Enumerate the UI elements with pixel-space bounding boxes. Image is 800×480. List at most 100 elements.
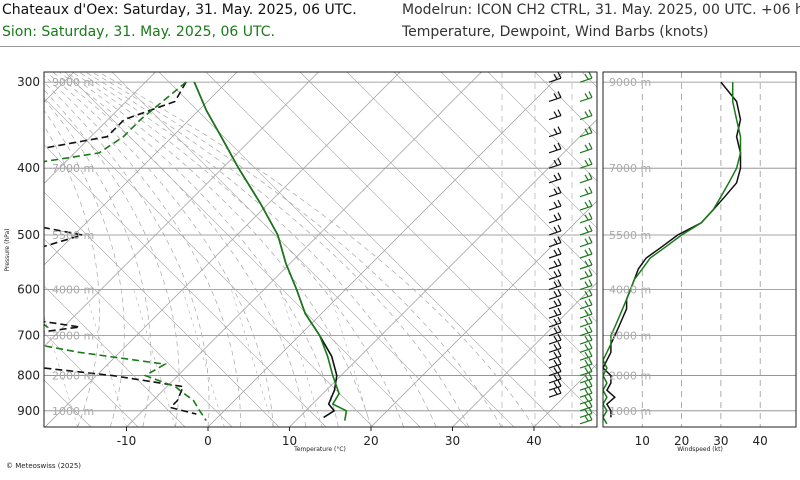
wind-barb-shaft <box>579 218 593 224</box>
wind-barb-shaft <box>548 115 562 121</box>
wind-barb-flag <box>584 260 589 267</box>
wind-barb <box>579 349 593 361</box>
wind-barb-flag <box>588 236 593 243</box>
wind-barb-shaft <box>579 163 593 169</box>
wind-barb <box>579 172 593 184</box>
moist-adiabat-curve <box>65 72 372 427</box>
wind-barb-flag <box>553 128 558 134</box>
wind-barb-flag <box>557 126 562 133</box>
wind-barb-shaft <box>548 331 562 337</box>
wind-barb-flag <box>557 199 562 207</box>
wind-barb-flag <box>557 386 562 394</box>
height-label: 4000 m <box>52 284 94 297</box>
wind-barb-shaft <box>579 132 593 138</box>
skewt-x-axis-title: Temperature (°C) <box>293 446 346 453</box>
wind-barb-shaft <box>548 339 562 345</box>
wind-barb-shaft <box>548 355 562 361</box>
wind-barb <box>579 269 593 280</box>
station-title: Chateaux d'Oex: Saturday, 31. May. 2025,… <box>2 2 357 18</box>
wind-barb-flag <box>557 142 562 150</box>
dewpoint-profile-series1 <box>44 81 197 415</box>
wind-barb-flag <box>584 238 589 245</box>
wind-barb <box>579 224 593 236</box>
wind-barb-flag <box>553 359 558 366</box>
wind-barb-flag <box>557 379 562 387</box>
dry-adiabat-line <box>111 72 468 427</box>
pressure-tick-label: 500 <box>17 228 40 242</box>
wind-barb-shaft <box>579 115 593 121</box>
isotherm-line <box>126 72 482 427</box>
wind-barb-flag <box>584 128 589 134</box>
wind-barb <box>579 333 593 345</box>
wind-barb-shaft <box>579 77 593 83</box>
wind-height-label: 9000 m <box>609 76 651 89</box>
moist-adiabat-curve <box>72 72 404 427</box>
wind-barb-flag <box>584 381 589 388</box>
wind-barb-flag <box>588 109 593 116</box>
wind-barb-flag <box>557 349 562 357</box>
wind-barb <box>579 236 593 248</box>
wind-barb-flag <box>553 111 558 117</box>
wind-barb-flag <box>584 226 589 233</box>
wind-barb <box>579 91 593 103</box>
wind-barb-flag <box>584 144 589 151</box>
wind-barb-shaft <box>548 284 562 291</box>
pressure-tick-label: 400 <box>17 161 40 175</box>
wind-barb-flag <box>588 341 593 349</box>
wind-barb-shaft <box>548 253 562 259</box>
wind-barb-flag <box>584 281 589 287</box>
wind-barb-shaft <box>548 192 562 198</box>
pressure-tick-label: 800 <box>17 369 40 383</box>
wind-barb-shaft <box>579 313 593 319</box>
wind-barb-flag <box>588 269 593 276</box>
wind-barb-flag <box>588 157 593 165</box>
dry-adiabat-line <box>44 332 139 427</box>
dry-adiabat-line <box>205 72 562 427</box>
wind-barb <box>579 386 593 398</box>
wind-barb-flag <box>584 188 589 195</box>
wind-height-label: 2000 m <box>609 370 651 383</box>
wind-barb-flag <box>584 351 589 358</box>
windspeed-tick-label: 30 <box>713 434 728 448</box>
wind-barb-flag <box>557 258 562 266</box>
wind-barb <box>579 307 593 319</box>
wind-barb-flag <box>553 300 558 307</box>
wind-barb-shaft <box>579 339 593 345</box>
moist-adiabat-curve <box>78 72 437 427</box>
wind-barb-shaft <box>579 322 593 328</box>
wind-barb-shaft <box>548 363 562 369</box>
dry-adiabat-line <box>393 72 597 276</box>
wind-barb-flag <box>588 91 593 98</box>
wind-barb-shaft <box>579 304 593 310</box>
windspeed-tick-label: 20 <box>674 434 689 448</box>
wind-barb-shaft <box>579 419 593 425</box>
dry-adiabat-line <box>487 72 597 182</box>
wind-barb-shaft <box>548 371 562 377</box>
wind-barb-flag <box>588 298 593 306</box>
wind-barb-flag <box>584 359 589 366</box>
wind-barb-flag <box>584 111 589 117</box>
wind-barb-flag <box>584 271 589 277</box>
dry-adiabat-line <box>440 72 597 229</box>
wind-barb-shaft <box>548 264 562 270</box>
wind-barb <box>548 109 562 121</box>
wind-barb-flag <box>557 357 562 365</box>
wind-barb-flag <box>553 374 558 381</box>
wind-barb-flag <box>557 372 562 380</box>
wind-barb-shaft <box>548 385 562 391</box>
wind-barb-shaft <box>579 242 593 248</box>
wind-barb-shaft <box>548 132 562 138</box>
wind-barb-flag <box>557 365 562 372</box>
wind-barb-flag <box>557 279 562 286</box>
wind-barb-flag <box>557 316 562 324</box>
moist-adiabat-curve <box>44 125 100 427</box>
wind-barb-flag <box>553 367 558 373</box>
wind-barb <box>548 279 562 291</box>
dry-adiabat-line <box>44 238 233 427</box>
wind-barb-flag <box>584 318 589 325</box>
moist-adiabat-curve <box>98 72 535 427</box>
wind-barb-flag <box>557 307 562 315</box>
wind-barb-flag <box>553 318 558 325</box>
dry-adiabat-line <box>299 72 597 370</box>
pressure-tick-label: 300 <box>17 75 40 89</box>
